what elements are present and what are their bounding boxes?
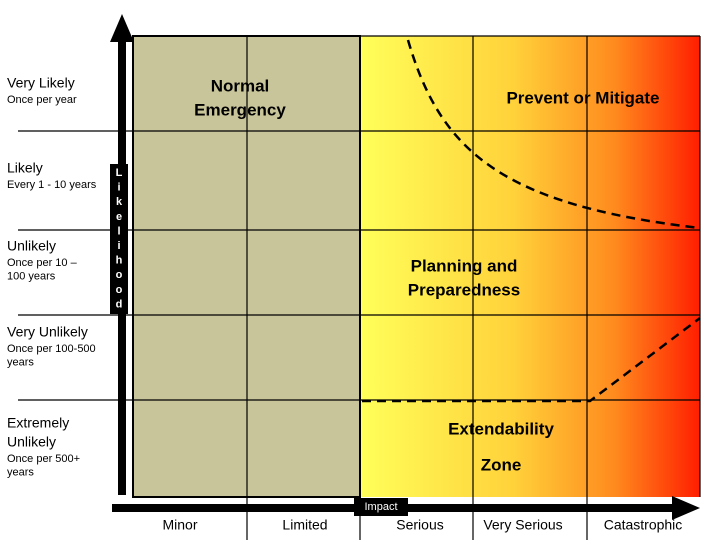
row-detail: 100 years: [7, 270, 56, 282]
column-label: Very Serious: [483, 517, 562, 533]
y-label-box: [110, 164, 128, 314]
zone-label: Zone: [481, 455, 522, 474]
column-label: Serious: [396, 517, 443, 533]
column-label: Minor: [162, 517, 197, 533]
zone-label: Extendability: [448, 419, 554, 438]
zone-label: Normal: [211, 76, 270, 95]
grid: [18, 35, 701, 540]
zone-label: Prevent or Mitigate: [506, 88, 659, 107]
row-label: Extremely: [7, 415, 69, 431]
row-detail: years: [7, 466, 34, 478]
boundary-curve: [406, 39, 701, 230]
column-label: Catastrophic: [604, 517, 683, 533]
column-label: Limited: [282, 517, 327, 533]
row-label: Very Unlikely: [7, 324, 88, 340]
zone-label: Planning and: [411, 256, 518, 275]
row-label: Unlikely: [7, 238, 56, 254]
row-detail: Once per year: [7, 94, 77, 106]
row-detail: Every 1 - 10 years: [7, 179, 97, 191]
y-arrow: [110, 14, 134, 42]
hot-zone: [360, 36, 700, 497]
row-label: Unlikely: [7, 434, 56, 450]
row-label: Likely: [7, 160, 43, 176]
row-detail: Once per 10 –: [7, 257, 78, 269]
row-detail: Once per 500+: [7, 453, 80, 465]
row-label: Very Likely: [7, 75, 75, 91]
row-detail: Once per 100-500: [7, 343, 96, 355]
x-axis-label: Impact: [364, 501, 397, 513]
zone-label: Emergency: [194, 100, 286, 119]
x-arrow: [672, 496, 700, 520]
zone-label: Preparedness: [408, 280, 520, 299]
row-detail: years: [7, 356, 34, 368]
boundary-line: [362, 317, 701, 403]
x-label-box: [354, 498, 408, 516]
